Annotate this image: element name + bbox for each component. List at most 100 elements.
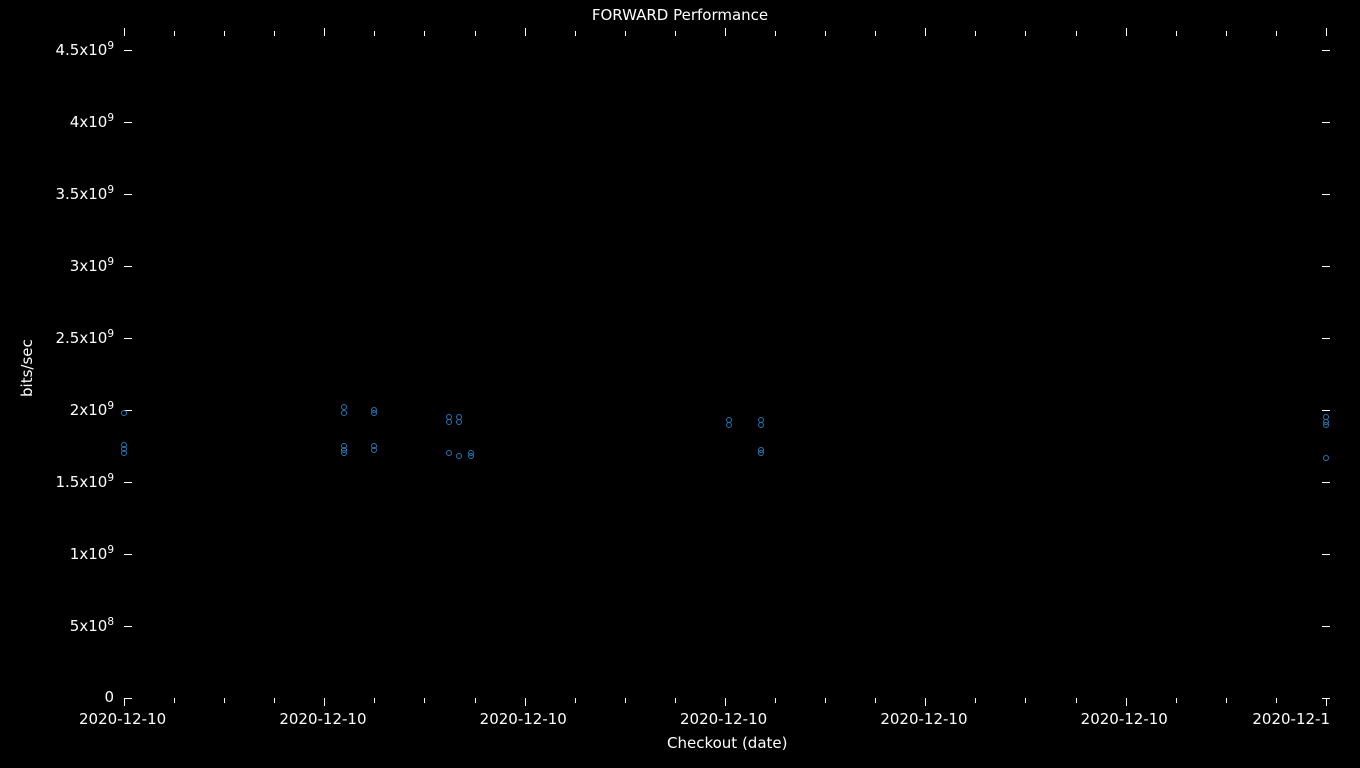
x-tick: [925, 28, 926, 36]
y-tick-label: 3.5x109: [55, 184, 114, 203]
y-tick-label: 5x108: [70, 616, 114, 635]
x-minor-tick: [975, 698, 976, 703]
y-tick: [1322, 122, 1330, 123]
y-tick: [1322, 482, 1330, 483]
y-tick: [124, 194, 132, 195]
x-tick: [525, 698, 526, 706]
data-point: [1323, 422, 1329, 428]
y-tick: [124, 50, 132, 51]
x-minor-tick: [1025, 698, 1026, 703]
data-point: [446, 450, 452, 456]
y-tick-label: 4x109: [70, 112, 114, 131]
chart-container: FORWARD Performance bits/sec Checkout (d…: [0, 0, 1360, 768]
x-minor-tick: [374, 31, 375, 36]
x-minor-tick: [825, 31, 826, 36]
x-minor-tick: [224, 31, 225, 36]
x-tick: [725, 698, 726, 706]
x-tick-label: 2020-12-10: [480, 710, 567, 728]
x-minor-tick: [625, 31, 626, 36]
data-point: [758, 450, 764, 456]
x-minor-tick: [675, 698, 676, 703]
x-tick: [1326, 28, 1327, 36]
x-minor-tick: [875, 31, 876, 36]
x-tick: [324, 698, 325, 706]
x-tick: [1326, 698, 1327, 706]
x-minor-tick: [1076, 698, 1077, 703]
data-point: [341, 410, 347, 416]
y-tick: [1322, 266, 1330, 267]
y-tick: [124, 482, 132, 483]
x-minor-tick: [775, 698, 776, 703]
x-minor-tick: [224, 698, 225, 703]
y-tick: [1322, 554, 1330, 555]
data-point: [341, 450, 347, 456]
x-minor-tick: [1176, 31, 1177, 36]
data-point: [468, 453, 474, 459]
x-tick-label: 2020-12-10: [79, 710, 166, 728]
x-minor-tick: [675, 31, 676, 36]
x-minor-tick: [174, 698, 175, 703]
x-minor-tick: [424, 698, 425, 703]
x-minor-tick: [825, 698, 826, 703]
x-minor-tick: [575, 698, 576, 703]
data-point: [456, 453, 462, 459]
x-tick-label: 2020-12-10: [880, 710, 967, 728]
x-minor-tick: [475, 698, 476, 703]
x-minor-tick: [775, 31, 776, 36]
y-tick: [124, 338, 132, 339]
data-point: [456, 419, 462, 425]
y-tick: [124, 554, 132, 555]
x-minor-tick: [975, 31, 976, 36]
x-minor-tick: [1226, 698, 1227, 703]
y-tick: [1322, 194, 1330, 195]
data-point: [726, 422, 732, 428]
y-tick: [124, 266, 132, 267]
x-minor-tick: [625, 698, 626, 703]
x-tick: [1126, 28, 1127, 36]
x-tick-label: 2020-12-10: [1081, 710, 1168, 728]
data-point: [1323, 455, 1329, 461]
data-point: [758, 422, 764, 428]
data-point: [371, 410, 377, 416]
x-tick: [324, 28, 325, 36]
y-tick-label: 3x109: [70, 256, 114, 275]
x-minor-tick: [1176, 698, 1177, 703]
y-tick-label: 4.5x109: [55, 40, 114, 59]
x-minor-tick: [374, 698, 375, 703]
y-tick-label: 1x109: [70, 544, 114, 563]
x-tick: [525, 28, 526, 36]
x-minor-tick: [475, 31, 476, 36]
x-minor-tick: [274, 698, 275, 703]
y-tick: [124, 698, 132, 699]
x-minor-tick: [1276, 31, 1277, 36]
x-minor-tick: [424, 31, 425, 36]
chart-title: FORWARD Performance: [0, 6, 1360, 24]
x-minor-tick: [575, 31, 576, 36]
x-tick-label: 2020-12-1: [1252, 710, 1330, 728]
x-minor-tick: [1276, 698, 1277, 703]
x-axis-label: Checkout (date): [667, 734, 787, 752]
x-minor-tick: [1025, 31, 1026, 36]
y-tick: [124, 626, 132, 627]
x-tick: [1126, 698, 1127, 706]
y-tick-label: 2x109: [70, 400, 114, 419]
x-minor-tick: [1226, 31, 1227, 36]
data-point: [121, 442, 127, 448]
x-tick-label: 2020-12-10: [680, 710, 767, 728]
x-minor-tick: [1076, 31, 1077, 36]
y-tick-label: 2.5x109: [55, 328, 114, 347]
x-tick: [725, 28, 726, 36]
y-tick: [124, 122, 132, 123]
x-minor-tick: [174, 31, 175, 36]
x-tick: [124, 698, 125, 706]
x-minor-tick: [274, 31, 275, 36]
y-tick-label: 1.5x109: [55, 472, 114, 491]
x-tick-label: 2020-12-10: [279, 710, 366, 728]
x-minor-tick: [875, 698, 876, 703]
data-point: [121, 450, 127, 456]
data-point: [446, 419, 452, 425]
y-tick: [1322, 338, 1330, 339]
y-axis-label: bits/sec: [18, 339, 36, 397]
y-tick: [1322, 50, 1330, 51]
y-tick-label: 0: [104, 688, 114, 706]
